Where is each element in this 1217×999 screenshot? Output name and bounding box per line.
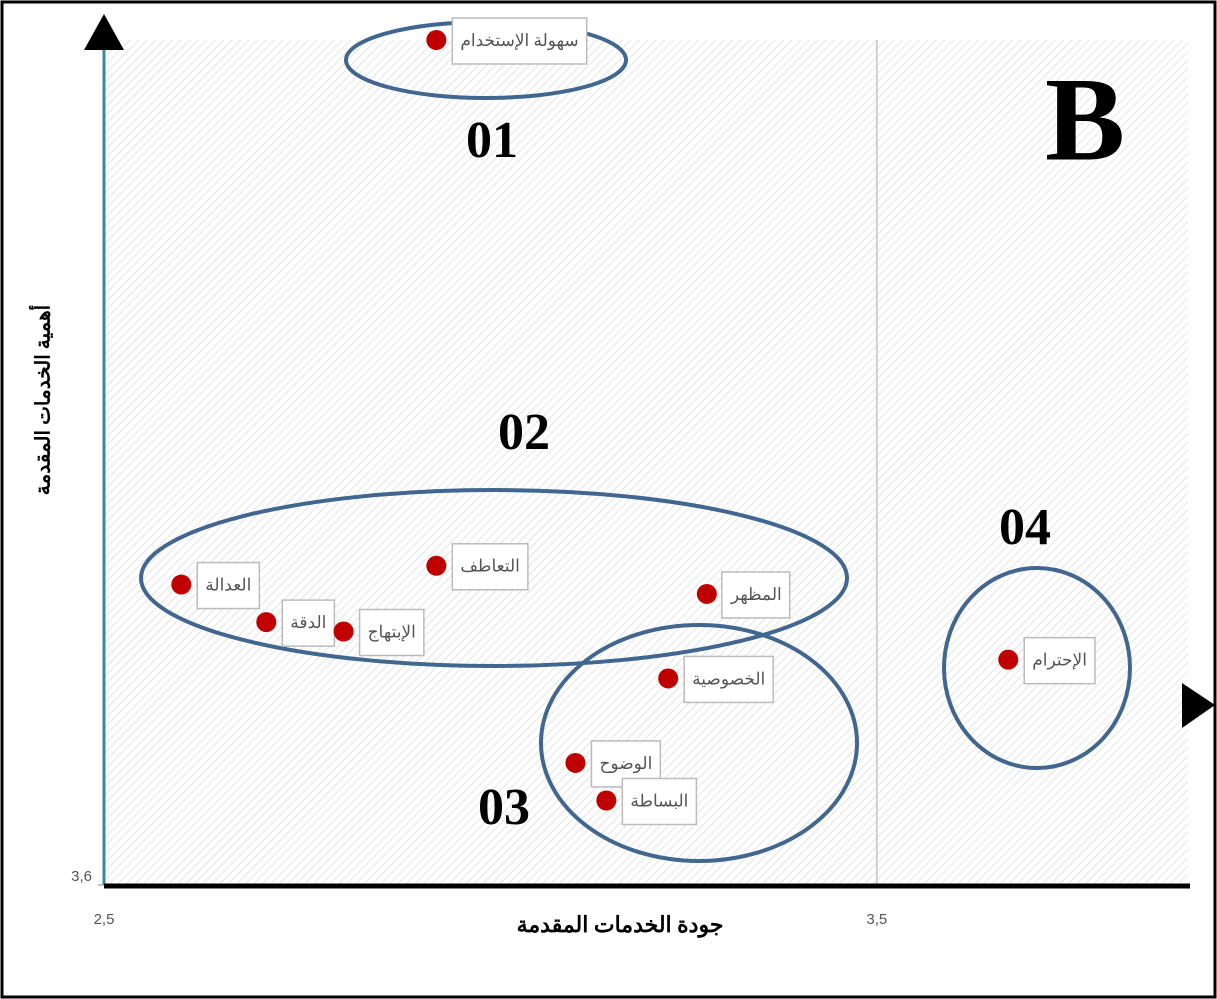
y-tick-label: 3,6 [71, 868, 92, 885]
label-box [196, 561, 261, 610]
annotation: 02 [498, 404, 550, 461]
point-label: الوضوح [599, 754, 652, 774]
label-box [683, 655, 775, 704]
point [596, 790, 617, 811]
point-label: الدقة [290, 613, 326, 632]
label-box [451, 543, 529, 591]
label-box [281, 599, 336, 647]
label-box [621, 777, 698, 826]
point-label: العدالة [205, 575, 251, 594]
annotation: 03 [478, 779, 530, 836]
panel-letter: B [1045, 53, 1125, 186]
group-ellipse [539, 623, 859, 863]
label-box [451, 17, 588, 65]
point [696, 583, 717, 604]
annotation: 01 [466, 112, 518, 169]
point-label: الإحترام [1032, 651, 1087, 671]
point-label: سهولة الإستخدام [460, 31, 578, 51]
annotation: 04 [999, 499, 1051, 556]
point-label: البساطة [630, 791, 688, 810]
x-axis-title: جودة الخدمات المقدمة [517, 912, 724, 938]
label-box [721, 571, 791, 619]
point [256, 612, 277, 633]
x-tick-label: 3,5 [866, 911, 887, 928]
point [333, 621, 354, 642]
point [426, 30, 447, 50]
x-arrow [1182, 683, 1215, 728]
point-label: التعاطف [460, 557, 520, 576]
y-arrow [84, 14, 124, 50]
point-label: الخصوصية [692, 669, 765, 689]
point [171, 574, 192, 595]
label-box [1023, 636, 1096, 685]
label-box [358, 608, 425, 657]
point-label: المظهر [730, 585, 782, 605]
group-ellipse [942, 566, 1132, 770]
point-label: الإبتهاج [368, 622, 416, 642]
group-ellipse [139, 488, 849, 668]
point [998, 649, 1019, 670]
point [658, 668, 679, 689]
y-axis-title: أهمية الخدمات المقدمة [29, 305, 55, 495]
point [565, 752, 586, 773]
point [426, 555, 447, 576]
x-tick-label: 2,5 [94, 911, 115, 928]
